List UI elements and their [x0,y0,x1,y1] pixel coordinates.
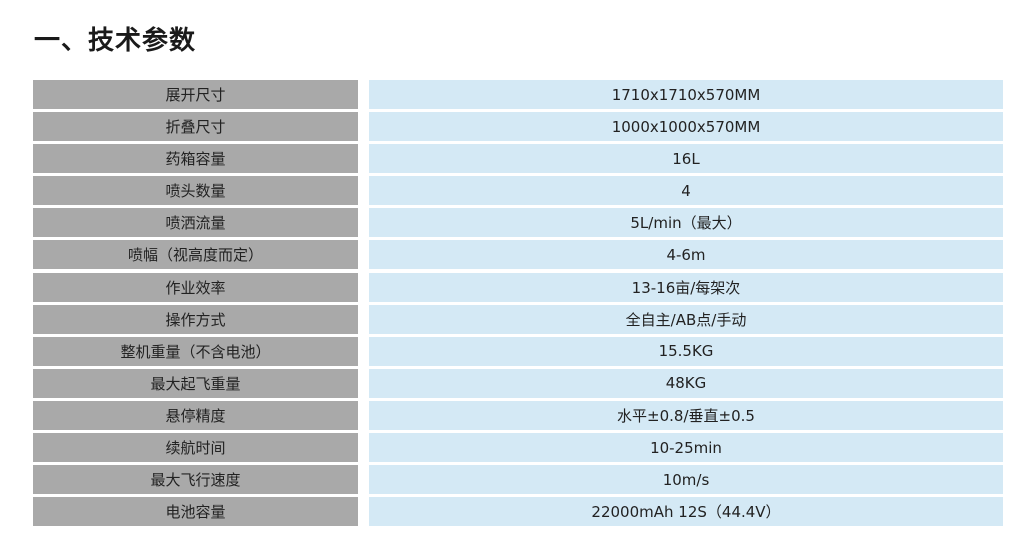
param-value: 48KG [369,368,1003,398]
param-label: 最大起飞重量 [33,368,358,398]
param-value: 13-16亩/每架次 [369,272,1003,302]
param-label: 操作方式 [33,304,358,334]
param-value: 4 [369,176,1003,206]
param-label: 最大飞行速度 [33,465,358,495]
param-value: 5L/min（最大） [369,208,1003,238]
param-label: 展开尺寸 [33,80,358,109]
param-label: 喷洒流量 [33,208,358,238]
param-value: 水平±0.8/垂直±0.5 [369,400,1003,430]
param-value: 15.5KG [369,336,1003,366]
table-row: 续航时间 10-25min [33,433,1003,463]
param-label: 电池容量 [33,497,358,527]
section-title: 一、技术参数 [34,26,197,56]
param-label: 药箱容量 [33,144,358,174]
param-value: 4-6m [369,240,1003,270]
param-label: 折叠尺寸 [33,112,358,142]
table-row: 作业效率 13-16亩/每架次 [33,272,1003,302]
table-row: 悬停精度 水平±0.8/垂直±0.5 [33,400,1003,430]
param-label: 悬停精度 [33,400,358,430]
param-label: 整机重量（不含电池） [33,336,358,366]
table-row: 喷洒流量 5L/min（最大） [33,208,1003,238]
param-value: 全自主/AB点/手动 [369,304,1003,334]
table-row: 喷幅（视高度而定） 4-6m [33,240,1003,270]
param-label: 喷幅（视高度而定） [33,240,358,270]
param-value: 1000x1000x570MM [369,112,1003,142]
table-row: 折叠尺寸 1000x1000x570MM [33,112,1003,142]
table-row: 喷头数量 4 [33,176,1003,206]
param-value: 1710x1710x570MM [369,80,1003,109]
param-value: 10-25min [369,433,1003,463]
table-row: 药箱容量 16L [33,144,1003,174]
table-row: 展开尺寸 1710x1710x570MM [33,80,1003,109]
param-value: 10m/s [369,465,1003,495]
table-row: 最大飞行速度 10m/s [33,465,1003,495]
spec-table: 展开尺寸 1710x1710x570MM 折叠尺寸 1000x1000x570MM 药箱… [33,80,1003,529]
param-value: 16L [369,144,1003,174]
table-row: 最大起飞重量 48KG [33,368,1003,398]
param-label: 喷头数量 [33,176,358,206]
table-row: 整机重量（不含电池） 15.5KG [33,336,1003,366]
table-row: 操作方式 全自主/AB点/手动 [33,304,1003,334]
param-label: 作业效率 [33,272,358,302]
table-row: 电池容量 22000mAh 12S（44.4V） [33,497,1003,527]
param-value: 22000mAh 12S（44.4V） [369,497,1003,527]
param-label: 续航时间 [33,433,358,463]
